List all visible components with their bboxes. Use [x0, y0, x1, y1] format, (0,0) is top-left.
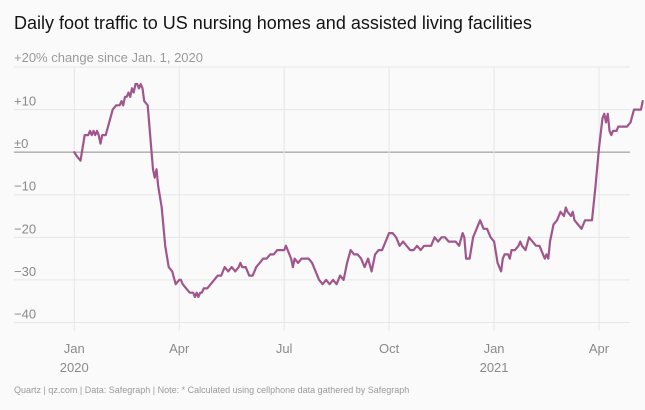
chart-title: Daily foot traffic to US nursing homes a…	[14, 13, 532, 33]
y-tick-label: −30	[14, 264, 36, 279]
y-tick-label: +10	[14, 94, 36, 109]
footer-source-note: Quartz | qz.com | Data: Safegraph | Note…	[14, 385, 410, 395]
x-tick-label: Apr	[589, 341, 610, 356]
x-tick-label: Apr	[169, 341, 190, 356]
x-tick-label: Jan	[64, 341, 85, 356]
y-tick-label: −20	[14, 221, 36, 236]
x-tick-sublabel: 2020	[60, 360, 89, 375]
y-tick-label: ±0	[14, 136, 28, 151]
x-axis: Jan 2020 Apr Jul Oct Jan 2021 Apr	[60, 341, 610, 375]
y-axis: +20% change since Jan. 1, 2020 +10 ±0 −10 −2…	[14, 50, 203, 321]
y-tick-label: −40	[14, 306, 36, 321]
x-tick-label: Jan	[484, 341, 505, 356]
gridlines	[14, 66, 630, 331]
series-line	[73, 82, 644, 298]
x-tick-label: Jul	[276, 341, 293, 356]
y-tick-label: −10	[14, 179, 36, 194]
x-tick-label: Oct	[379, 341, 400, 356]
y-tick-label-top: +20% change since Jan. 1, 2020	[14, 50, 203, 65]
series-layer	[73, 82, 644, 298]
x-tick-sublabel: 2021	[480, 360, 509, 375]
